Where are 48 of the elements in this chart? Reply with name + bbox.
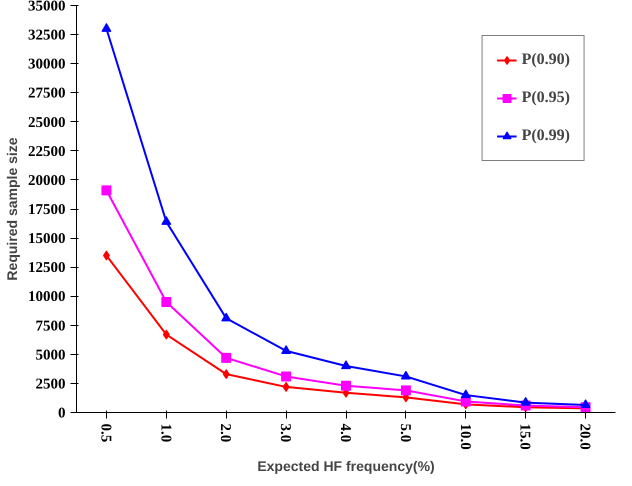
point <box>102 250 110 261</box>
y-tick-label: 22500 <box>28 144 66 160</box>
point <box>400 385 411 396</box>
x-tick-label: 15.0 <box>516 424 533 450</box>
y-tick-label: 35000 <box>28 0 66 14</box>
point <box>520 396 531 406</box>
x-tick-label: 20.0 <box>576 424 593 450</box>
point <box>400 370 411 380</box>
point <box>221 312 232 322</box>
y-tick-label: 5000 <box>36 347 66 364</box>
point <box>221 352 232 363</box>
point <box>341 380 351 391</box>
y-tick-label: 15000 <box>28 231 66 248</box>
x-tick-label: 3.0 <box>277 424 294 442</box>
x-tick-label: 1.0 <box>157 424 174 442</box>
y-tick-label: 12500 <box>28 260 66 276</box>
point <box>101 185 112 196</box>
x-axis-title: Expected HF frequency(%) <box>257 458 435 474</box>
point <box>161 216 172 225</box>
x-tick-label: 10.0 <box>456 424 473 450</box>
point <box>580 399 591 408</box>
point <box>222 369 230 380</box>
point <box>281 371 292 382</box>
point <box>161 297 172 308</box>
point <box>460 389 471 398</box>
point <box>282 382 290 392</box>
point <box>162 330 170 340</box>
y-tick-label: 32500 <box>28 28 66 44</box>
y-tick-label: 17500 <box>28 202 66 218</box>
y-tick-label: 27500 <box>28 86 66 102</box>
legend-label: P(0.95) <box>522 89 570 107</box>
legend-label: P(0.99) <box>522 127 570 145</box>
y-tick-label: 25000 <box>28 114 66 131</box>
y-tick-label: 0 <box>58 406 66 422</box>
x-tick-label: 5.0 <box>396 424 413 442</box>
point <box>281 345 292 354</box>
y-tick-label: 10000 <box>28 289 66 306</box>
y-tick-label: 20000 <box>28 172 66 189</box>
x-tick-label: 2.0 <box>217 424 234 442</box>
y-tick-label: 7500 <box>36 318 66 334</box>
y-tick-label: 2500 <box>36 376 66 392</box>
y-axis-title: Required sample size <box>4 137 20 281</box>
x-tick-label: 0.5 <box>97 424 114 442</box>
legend-label: P(0.90) <box>522 51 570 69</box>
point <box>101 23 112 32</box>
y-tick-label: 30000 <box>28 56 66 73</box>
point <box>341 360 351 370</box>
x-tick-label: 4.0 <box>337 424 353 442</box>
